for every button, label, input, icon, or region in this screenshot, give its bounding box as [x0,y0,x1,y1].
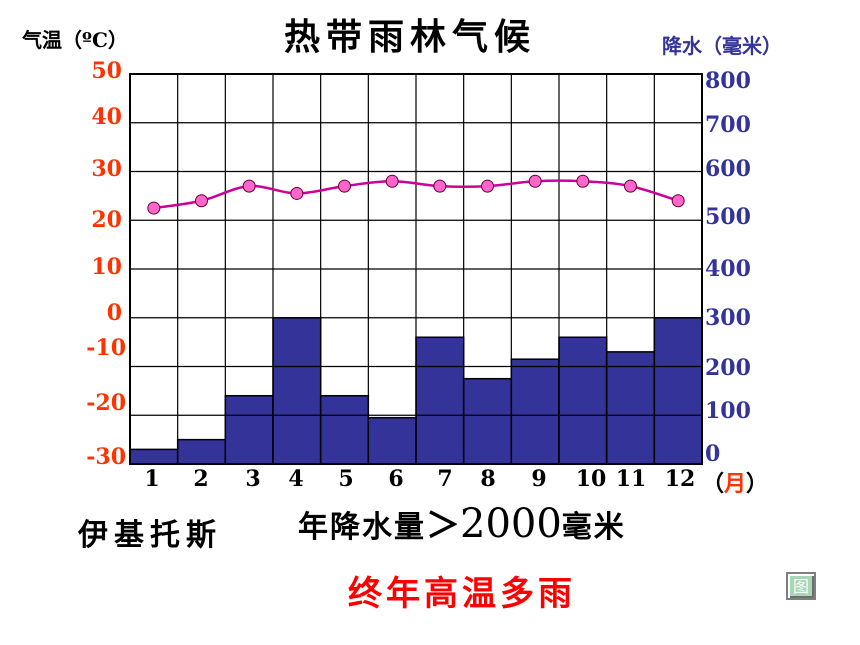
right-tick-200: 200 [705,355,751,381]
greater-than-sign: ＞ [426,506,460,546]
left-tick-minus20: -20 [86,390,126,416]
temp-marker-month-5 [338,179,351,193]
right-tick-300: 300 [705,305,751,331]
right-tick-800: 800 [705,68,751,94]
x-axis-unit-text: 月 [724,471,747,497]
month-label-10: 10 [575,466,607,492]
annual-precipitation-prefix: 年降水量 [298,510,426,545]
temp-marker-month-3 [242,179,256,193]
temp-marker-month-1 [147,201,161,215]
right-tick-400: 400 [705,256,751,282]
temp-marker-month-4 [290,186,304,200]
precip-bar-month-12 [653,317,703,465]
month-label-6: 6 [388,466,404,492]
precip-bar-month-2 [176,438,227,465]
left-tick-minus10: -10 [86,335,126,361]
month-label-11: 11 [615,466,647,492]
temperature-markers [147,174,685,215]
left-tick-0: 0 [106,300,122,326]
temp-marker-month-11 [624,179,637,193]
figure-button[interactable]: 图 [786,572,816,600]
left-tick-20: 20 [91,207,122,233]
annual-precipitation-value: 2000 [460,501,562,547]
month-label-9: 9 [531,466,547,492]
right-tick-700: 700 [705,112,751,138]
temp-marker-month-12 [671,194,685,208]
left-axis-unit-label: 气温（ºC） [22,28,128,52]
chart-title: 热带雨林气候 [284,16,537,58]
temp-marker-month-6 [385,174,399,188]
right-tick-100: 100 [705,398,751,424]
precipitation-bars [129,317,703,465]
precip-bar-month-10 [558,336,608,465]
left-tick-40: 40 [91,104,122,130]
temp-marker-month-9 [528,174,542,188]
temp-marker-month-8 [481,179,494,193]
chart-grid [129,73,703,465]
precip-bar-month-5 [319,395,370,465]
right-tick-0: 0 [705,441,721,467]
annual-precipitation-unit: 毫米 [561,510,626,545]
climate-conclusion: 终年高温多雨 [348,574,576,614]
left-tick-50: 50 [91,58,122,84]
precip-bar-month-8 [462,377,513,465]
month-label-8: 8 [480,466,496,492]
x-axis-unit-label: （月） [702,471,769,497]
right-tick-600: 600 [705,156,751,182]
month-label-4: 4 [288,466,304,492]
month-label-2: 2 [193,466,209,492]
temp-marker-month-10 [576,174,590,188]
left-tick-minus30: -30 [86,444,126,470]
month-label-7: 7 [437,466,453,492]
plot-frame [129,73,703,465]
precip-bar-month-9 [510,358,560,465]
place-name: 伊基托斯 [78,518,222,553]
precip-bar-month-3 [224,395,274,465]
temp-marker-month-7 [433,179,447,193]
month-label-1: 1 [144,466,160,492]
precip-bar-month-4 [272,317,322,465]
temp-marker-month-2 [195,194,208,208]
right-tick-500: 500 [705,204,751,230]
precip-bar-month-1 [129,448,179,465]
precip-bar-month-11 [605,351,656,465]
left-tick-10: 10 [91,254,122,280]
precip-bar-month-7 [415,336,465,465]
month-label-3: 3 [245,466,261,492]
month-label-12: 12 [664,466,696,492]
precip-bar-month-6 [367,416,417,465]
left-tick-30: 30 [91,156,122,182]
right-axis-unit-label: 降水（毫米） [662,34,782,58]
annual-precipitation-note: 年降水量＞2000毫米 [298,498,626,547]
month-label-5: 5 [338,466,354,492]
